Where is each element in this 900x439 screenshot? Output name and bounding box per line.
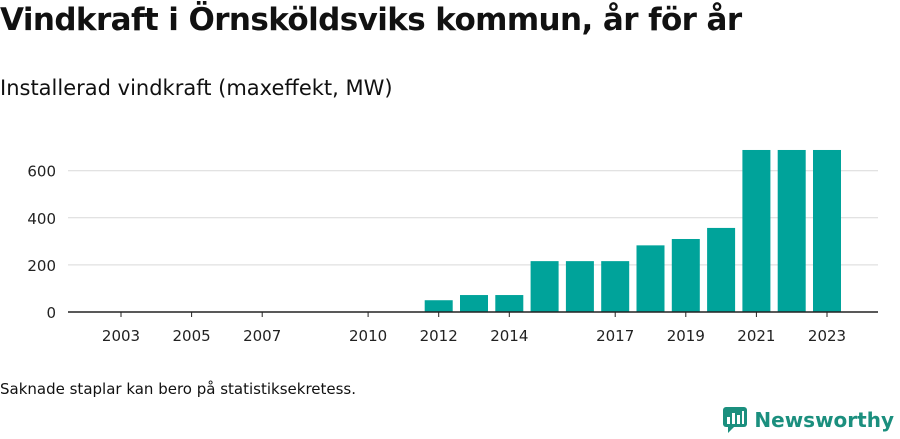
x-tick-label: 2005 bbox=[173, 327, 211, 345]
brand-name: Newsworthy bbox=[754, 408, 894, 432]
brand-logo: Newsworthy bbox=[722, 406, 894, 434]
bar-2017 bbox=[601, 261, 630, 312]
bar-2021 bbox=[742, 149, 771, 312]
x-tick-label: 2017 bbox=[596, 327, 634, 345]
x-tick-label: 2014 bbox=[490, 327, 528, 345]
y-tick-label: 0 bbox=[46, 304, 56, 322]
chart-title: Vindkraft i Örnsköldsviks kommun, år för… bbox=[0, 2, 742, 38]
x-tick-label: 2003 bbox=[102, 327, 140, 345]
x-tick-label: 2007 bbox=[243, 327, 281, 345]
x-tick-label: 2012 bbox=[420, 327, 458, 345]
bar-2014 bbox=[495, 295, 524, 312]
chart-subtitle: Installerad vindkraft (maxeffekt, MW) bbox=[0, 76, 393, 100]
x-tick-label: 2023 bbox=[808, 327, 846, 345]
footnote: Saknade staplar kan bero på statistiksek… bbox=[0, 380, 357, 398]
x-tick-label: 2019 bbox=[667, 327, 705, 345]
bar-2015 bbox=[530, 261, 559, 312]
bar-2020 bbox=[707, 227, 736, 312]
y-tick-label: 400 bbox=[27, 210, 56, 228]
bar-2016 bbox=[565, 261, 594, 312]
bar-chart: 0 200 400 600 2003 2005 2007 2010 2012 2014 2017 20… bbox=[27, 149, 878, 345]
bar-2023 bbox=[813, 149, 841, 312]
y-tick-label: 200 bbox=[27, 257, 56, 275]
bar-2012 bbox=[424, 300, 453, 312]
x-tick-label: 2021 bbox=[737, 327, 775, 345]
bar-2019 bbox=[671, 238, 700, 312]
x-tick-label: 2010 bbox=[349, 327, 387, 345]
y-tick-label: 600 bbox=[27, 163, 56, 181]
newsworthy-logo-icon bbox=[723, 407, 748, 433]
bar-2013 bbox=[460, 295, 488, 312]
bar-2022 bbox=[777, 149, 806, 312]
bar-2018 bbox=[636, 245, 665, 312]
